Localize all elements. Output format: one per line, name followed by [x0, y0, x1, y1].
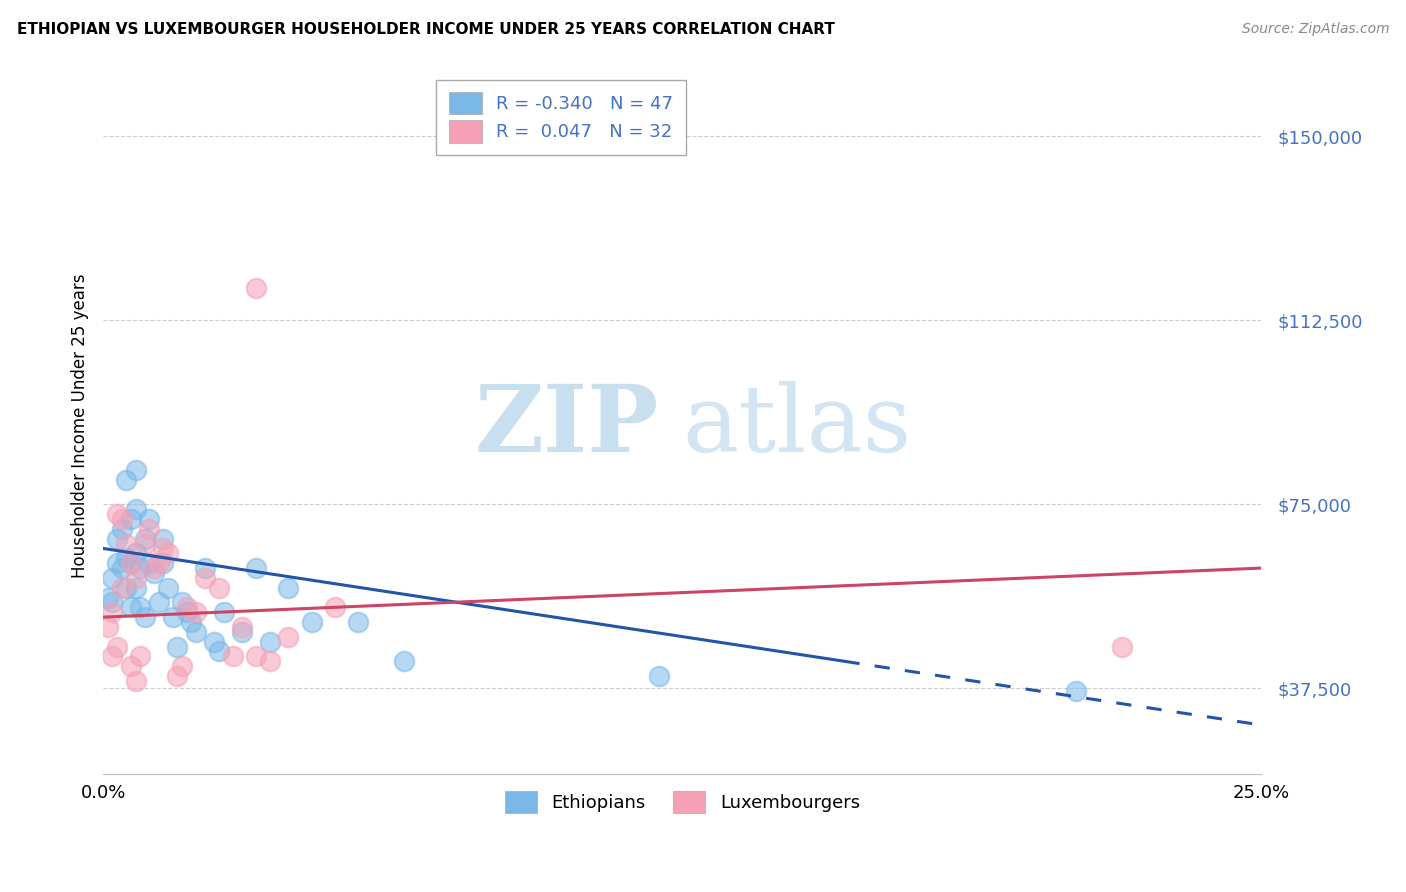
Point — [347, 615, 370, 629]
Point — [101, 649, 124, 664]
Point — [245, 281, 267, 295]
Point — [212, 605, 235, 619]
Point — [138, 556, 160, 570]
Text: atlas: atlas — [682, 381, 911, 471]
Point — [194, 571, 217, 585]
Point — [115, 551, 138, 566]
Point — [170, 595, 193, 609]
Point — [166, 640, 188, 654]
Point — [184, 624, 207, 639]
Point — [245, 561, 267, 575]
Point — [105, 556, 128, 570]
Point — [156, 546, 179, 560]
Point — [124, 571, 146, 585]
Point — [259, 634, 281, 648]
Point — [138, 522, 160, 536]
Point — [134, 536, 156, 550]
Text: ZIP: ZIP — [475, 381, 659, 471]
Point — [152, 532, 174, 546]
Point — [162, 610, 184, 624]
Point — [245, 649, 267, 664]
Point — [115, 536, 138, 550]
Point — [148, 595, 170, 609]
Text: Source: ZipAtlas.com: Source: ZipAtlas.com — [1241, 22, 1389, 37]
Point — [120, 556, 142, 570]
Point — [120, 659, 142, 673]
Point — [124, 463, 146, 477]
Point — [166, 669, 188, 683]
Point — [124, 502, 146, 516]
Point — [1064, 683, 1087, 698]
Point — [134, 610, 156, 624]
Point — [101, 595, 124, 609]
Point — [101, 605, 124, 619]
Point — [176, 600, 198, 615]
Point — [143, 561, 166, 575]
Text: ETHIOPIAN VS LUXEMBOURGER HOUSEHOLDER INCOME UNDER 25 YEARS CORRELATION CHART: ETHIOPIAN VS LUXEMBOURGER HOUSEHOLDER IN… — [17, 22, 835, 37]
Point — [101, 571, 124, 585]
Point — [115, 581, 138, 595]
Point — [208, 581, 231, 595]
Point — [323, 600, 346, 615]
Point — [143, 566, 166, 580]
Point — [156, 581, 179, 595]
Point — [152, 541, 174, 556]
Point — [134, 532, 156, 546]
Point — [111, 561, 134, 575]
Point — [301, 615, 323, 629]
Point — [277, 630, 299, 644]
Point — [105, 532, 128, 546]
Point — [148, 556, 170, 570]
Point — [231, 624, 253, 639]
Legend: Ethiopians, Luxembourgers: Ethiopians, Luxembourgers — [494, 780, 870, 824]
Point — [111, 522, 134, 536]
Point — [259, 654, 281, 668]
Point — [648, 669, 671, 683]
Y-axis label: Householder Income Under 25 years: Householder Income Under 25 years — [72, 274, 89, 578]
Point — [138, 512, 160, 526]
Point — [105, 507, 128, 521]
Point — [1111, 640, 1133, 654]
Point — [129, 649, 152, 664]
Point — [124, 673, 146, 688]
Point — [124, 546, 146, 560]
Point — [202, 634, 225, 648]
Point — [184, 605, 207, 619]
Point — [231, 620, 253, 634]
Point — [111, 581, 134, 595]
Point — [124, 581, 146, 595]
Point — [129, 561, 152, 575]
Point — [111, 512, 134, 526]
Point — [120, 512, 142, 526]
Point — [115, 473, 138, 487]
Point — [176, 605, 198, 619]
Point — [97, 620, 120, 634]
Point — [170, 659, 193, 673]
Point — [222, 649, 245, 664]
Point — [277, 581, 299, 595]
Point — [105, 640, 128, 654]
Point — [194, 561, 217, 575]
Point — [208, 644, 231, 658]
Point — [152, 556, 174, 570]
Point — [394, 654, 416, 668]
Point — [180, 615, 202, 629]
Point — [120, 600, 142, 615]
Point — [120, 556, 142, 570]
Point — [97, 591, 120, 605]
Point — [129, 600, 152, 615]
